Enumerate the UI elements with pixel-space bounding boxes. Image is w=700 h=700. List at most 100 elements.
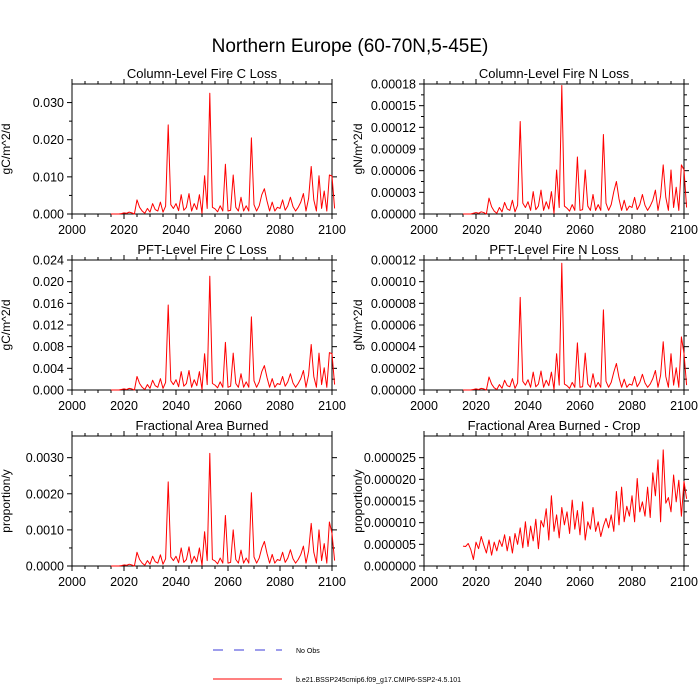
y-tick-label: 0.00015 bbox=[371, 99, 416, 113]
y-tick-label: 0.00009 bbox=[371, 143, 416, 157]
y-tick-label: 0.000 bbox=[33, 208, 64, 222]
series-line bbox=[462, 449, 688, 560]
x-tick-label: 2100 bbox=[318, 399, 346, 413]
chart-panels: Column-Level Fire C Loss gC/m^2/d 0.000 0.0… bbox=[0, 66, 698, 589]
y-tick-label: 0.000 bbox=[33, 384, 64, 398]
panel-title: Fractional Area Burned bbox=[136, 418, 269, 433]
y-tick-label: 0.004 bbox=[33, 362, 64, 376]
x-tick-label: 2000 bbox=[410, 223, 438, 237]
panel-title: Fractional Area Burned - Crop bbox=[468, 418, 641, 433]
y-tick-label: 0.020 bbox=[33, 133, 64, 147]
y-tick-label: 0.00003 bbox=[371, 186, 416, 200]
y-axis-label: gC/m^2/d bbox=[0, 124, 13, 175]
y-axis-label: gC/m^2/d bbox=[0, 300, 13, 351]
plot-frame bbox=[423, 259, 685, 391]
y-axis-label: proportion/y bbox=[351, 469, 365, 532]
y-tick-label: 0.000010 bbox=[364, 516, 416, 530]
plot-frame bbox=[71, 83, 333, 215]
y-tick-label: 0.030 bbox=[33, 96, 64, 110]
y-tick-label: 0.00006 bbox=[371, 319, 416, 333]
y-tick-label: 0.012 bbox=[33, 319, 64, 333]
panel-title: PFT-Level Fire C Loss bbox=[137, 242, 267, 257]
x-tick-label: 2100 bbox=[318, 575, 346, 589]
x-tick-label: 2080 bbox=[266, 399, 294, 413]
legend-label-no-obs: No Obs bbox=[296, 648, 320, 655]
x-tick-label: 2080 bbox=[266, 575, 294, 589]
x-tick-label: 2060 bbox=[214, 399, 242, 413]
x-tick-label: 2000 bbox=[58, 223, 86, 237]
y-tick-label: 0.0010 bbox=[26, 523, 64, 537]
x-tick-label: 2040 bbox=[514, 399, 542, 413]
series-line bbox=[111, 452, 336, 567]
plot-frame bbox=[71, 435, 333, 567]
chart-panel-2: Column-Level Fire N Loss gN/m^2/d 0.00000 0… bbox=[351, 66, 698, 237]
x-tick-label: 2080 bbox=[266, 223, 294, 237]
y-axis-label: proportion/y bbox=[0, 469, 13, 532]
legend: No Obs b.e21.BSSP245cmip6.f09_g17.CMIP6-… bbox=[213, 648, 461, 684]
y-tick-label: 0.00010 bbox=[371, 275, 416, 289]
x-tick-label: 2040 bbox=[162, 223, 190, 237]
panel-title: Column-Level Fire N Loss bbox=[479, 66, 630, 81]
x-tick-label: 2100 bbox=[318, 223, 346, 237]
x-tick-label: 2060 bbox=[566, 575, 594, 589]
figure-title: Northern Europe (60-70N,5-45E) bbox=[212, 36, 489, 57]
x-tick-label: 2040 bbox=[162, 399, 190, 413]
x-tick-label: 2080 bbox=[618, 223, 646, 237]
x-tick-label: 2000 bbox=[410, 575, 438, 589]
x-tick-label: 2040 bbox=[514, 575, 542, 589]
x-tick-label: 2040 bbox=[162, 575, 190, 589]
x-tick-label: 2100 bbox=[670, 223, 698, 237]
plot-frame bbox=[71, 259, 333, 391]
y-tick-label: 0.0020 bbox=[26, 487, 64, 501]
y-tick-label: 0.0030 bbox=[26, 451, 64, 465]
series-line bbox=[111, 275, 336, 391]
y-tick-label: 0.010 bbox=[33, 170, 64, 184]
y-tick-label: 0.00012 bbox=[371, 121, 416, 135]
series-line bbox=[111, 92, 336, 215]
x-tick-label: 2060 bbox=[566, 223, 594, 237]
x-tick-label: 2040 bbox=[514, 223, 542, 237]
series-line bbox=[463, 262, 688, 391]
y-tick-label: 0.000025 bbox=[364, 451, 416, 465]
y-tick-label: 0.008 bbox=[33, 340, 64, 354]
chart-panel-3: PFT-Level Fire C Loss gC/m^2/d 0.000 0.004 0… bbox=[0, 242, 346, 413]
plot-frame bbox=[423, 83, 685, 215]
y-tick-label: 0.000005 bbox=[364, 538, 416, 552]
y-tick-label: 0.00008 bbox=[371, 297, 416, 311]
chart-panel-6: Fractional Area Burned - Crop proportion/… bbox=[351, 418, 698, 589]
x-tick-label: 2020 bbox=[462, 399, 490, 413]
x-tick-label: 2000 bbox=[58, 399, 86, 413]
y-tick-label: 0.016 bbox=[33, 297, 64, 311]
x-tick-label: 2060 bbox=[214, 223, 242, 237]
y-tick-label: 0.000000 bbox=[364, 560, 416, 574]
x-tick-label: 2060 bbox=[214, 575, 242, 589]
y-tick-label: 0.0000 bbox=[26, 560, 64, 574]
x-tick-label: 2020 bbox=[462, 575, 490, 589]
y-tick-label: 0.00000 bbox=[371, 208, 416, 222]
chart-panel-1: Column-Level Fire C Loss gC/m^2/d 0.000 0.0… bbox=[0, 66, 346, 237]
x-tick-label: 2020 bbox=[462, 223, 490, 237]
panel-title: Column-Level Fire C Loss bbox=[127, 66, 278, 81]
x-tick-label: 2060 bbox=[566, 399, 594, 413]
panel-title: PFT-Level Fire N Loss bbox=[489, 242, 619, 257]
x-tick-label: 2000 bbox=[410, 399, 438, 413]
x-tick-label: 2020 bbox=[110, 575, 138, 589]
y-tick-label: 0.000015 bbox=[364, 495, 416, 509]
y-tick-label: 0.00018 bbox=[371, 78, 416, 92]
y-tick-label: 0.00004 bbox=[371, 340, 416, 354]
y-tick-label: 0.00000 bbox=[371, 384, 416, 398]
y-tick-label: 0.00002 bbox=[371, 362, 416, 376]
y-tick-label: 0.024 bbox=[33, 254, 64, 268]
x-tick-label: 2080 bbox=[618, 399, 646, 413]
y-axis-label: gN/m^2/d bbox=[351, 124, 365, 175]
y-tick-label: 0.00006 bbox=[371, 164, 416, 178]
x-tick-label: 2020 bbox=[110, 223, 138, 237]
x-tick-label: 2100 bbox=[670, 575, 698, 589]
y-axis-label: gN/m^2/d bbox=[351, 300, 365, 351]
x-tick-label: 2000 bbox=[58, 575, 86, 589]
y-tick-label: 0.00012 bbox=[371, 254, 416, 268]
legend-label-model-run: b.e21.BSSP245cmip6.f09_g17.CMIP6-SSP2-4.… bbox=[296, 677, 461, 684]
y-tick-label: 0.000020 bbox=[364, 473, 416, 487]
series-line bbox=[463, 84, 688, 215]
chart-panel-4: PFT-Level Fire N Loss gN/m^2/d 0.00000 0.00… bbox=[351, 242, 698, 413]
